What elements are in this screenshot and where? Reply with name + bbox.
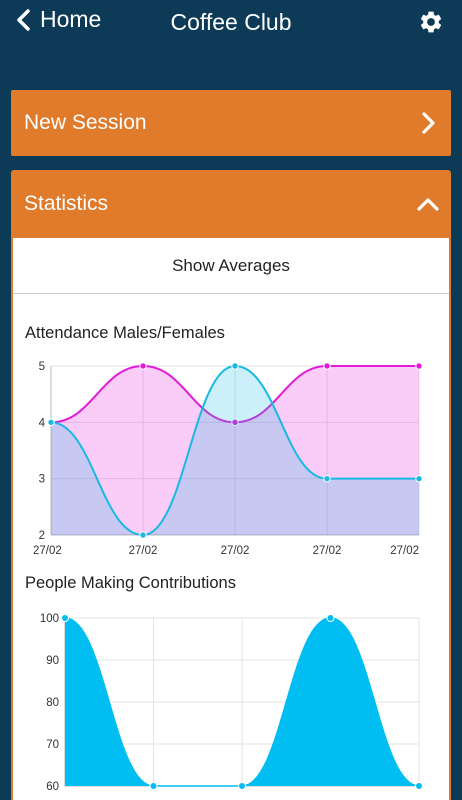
page-title: Coffee Club	[170, 9, 292, 35]
contributions-ytick-label: 90	[46, 655, 59, 667]
attendance-ytick-label: 4	[39, 417, 46, 429]
statistics-toggle[interactable]: Statistics	[11, 170, 451, 238]
attendance-series-1-line	[50, 364, 419, 537]
attendance-series-1-point	[139, 531, 147, 539]
show-averages-label: Show Averages	[172, 255, 290, 275]
contributions-series-0-point	[238, 782, 246, 790]
contributions-series-0-line	[64, 617, 420, 787]
attendance-xtick-label: 27/02	[221, 545, 250, 557]
chart-title-contributions: People Making Contributions	[25, 574, 236, 592]
statistics-label: Statistics	[24, 192, 109, 215]
attendance-series-0-area	[51, 366, 419, 535]
attendance-xtick-label: 27/02	[313, 545, 342, 557]
attendance-series-1-point	[323, 474, 331, 483]
chevron-up-icon	[417, 198, 439, 211]
attendance-series-1-point	[231, 362, 239, 370]
contributions-ytick-label: 70	[46, 739, 59, 751]
contributions-ytick-label: 100	[40, 613, 59, 625]
attendance-ytick-label: 2	[39, 530, 45, 542]
new-session-label: New Session	[24, 111, 147, 134]
back-button[interactable]: Home	[16, 6, 101, 33]
contributions-series-0-point	[61, 614, 69, 622]
chevron-right-icon	[422, 112, 435, 134]
attendance-series-0-point	[139, 362, 147, 370]
attendance-chart: 2 3 4 5 27/02 27/02 27/02 27/02 27/02	[33, 361, 423, 557]
chevron-left-icon	[17, 8, 30, 31]
contributions-ytick-label: 80	[46, 697, 59, 709]
attendance-series-0-point	[415, 362, 423, 370]
attendance-xtick-label: 27/02	[33, 545, 62, 557]
contributions-series-0-point	[415, 782, 423, 790]
gear-icon[interactable]	[418, 9, 444, 35]
attendance-xtick-label: 27/02	[390, 545, 419, 557]
attendance-series-1-point	[47, 418, 55, 427]
attendance-ytick-label: 3	[39, 474, 45, 486]
contributions-series-0-area	[65, 618, 419, 786]
top-bar: Home Coffee Club	[0, 0, 462, 48]
attendance-series-1-area	[51, 366, 419, 535]
contributions-chart: 60 70 80 90 100	[40, 613, 423, 793]
attendance-series-1-point	[415, 474, 423, 483]
contributions-series-0-point	[326, 614, 335, 622]
statistics-panel: Show Averages Attendance Males/Females 2…	[11, 238, 451, 800]
attendance-series-0-point	[323, 362, 331, 370]
contributions-ytick-label: 60	[46, 781, 59, 793]
contributions-series-0-point	[149, 782, 158, 790]
chart-title-attendance: Attendance Males/Females	[25, 324, 225, 342]
attendance-xtick-label: 27/02	[129, 545, 158, 557]
attendance-ytick-label: 5	[39, 361, 45, 373]
show-averages-button[interactable]: Show Averages	[13, 238, 449, 294]
attendance-series-0-point	[231, 418, 239, 427]
back-label: Home	[40, 6, 102, 32]
new-session-button[interactable]: New Session	[11, 90, 451, 156]
